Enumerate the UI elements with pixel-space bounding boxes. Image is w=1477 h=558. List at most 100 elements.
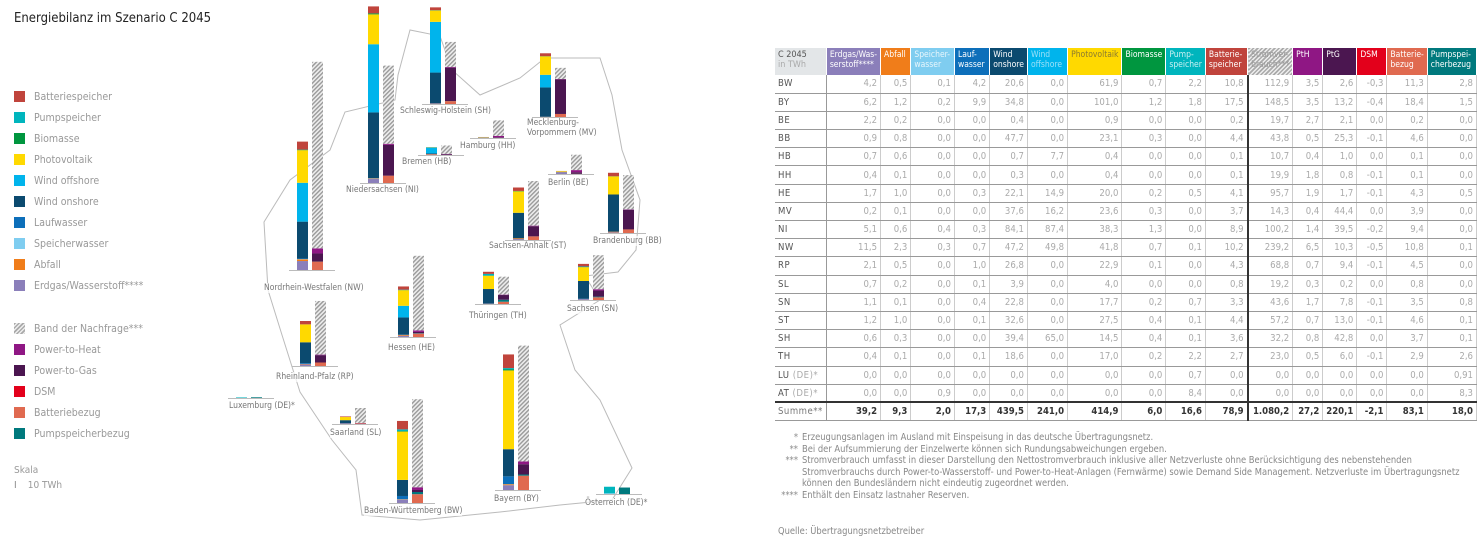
table-cell: 1,0 (954, 256, 991, 276)
region-label: Mecklenburg- Vorpommern (MV) (527, 118, 597, 138)
demand-bar-segment (383, 144, 394, 176)
table-cell: 0,0 (1121, 165, 1167, 185)
generation-bar-segment (297, 141, 308, 150)
table-cell: 0,4 (1067, 165, 1123, 185)
table-cell: 9,3 (880, 401, 912, 422)
table-cell: 0,1 (954, 347, 991, 367)
column-header-label: Pump- speicher (1169, 50, 1202, 70)
column-header-label: Stromver- brauch*** (1251, 50, 1290, 70)
generation-bar-segment (398, 305, 409, 318)
generation-bar-segment (503, 368, 514, 370)
column-header-label: Wind onshore (993, 50, 1024, 70)
row-label: SN (775, 293, 827, 312)
generation-bar-segment (608, 231, 619, 233)
table-cell: -0,1 (1356, 165, 1388, 185)
table-cell: 0,2 (880, 111, 912, 131)
row-label: SH (775, 329, 827, 349)
table-cell: 112,9 (1247, 75, 1294, 94)
row-code: HE (778, 187, 791, 199)
table-cell: 19,7 (1247, 111, 1294, 131)
demand-bar-segment (412, 494, 423, 503)
table-cell: 0,0 (1386, 366, 1428, 385)
table-cell: 17,5 (1205, 93, 1249, 112)
table-cell: 0,0 (1165, 275, 1206, 294)
column-header-label: Biomasse (1125, 50, 1163, 60)
generation-bar-segment (578, 299, 589, 300)
table-cell: 0,7 (826, 275, 882, 294)
table-cell: 0,0 (910, 129, 955, 149)
generation-bar-segment (297, 259, 308, 262)
generation-bar-segment (397, 429, 408, 432)
table-cell: 2,7 (1205, 347, 1249, 367)
row-code: NW (778, 242, 794, 254)
row-code: TH (778, 351, 791, 363)
legend-item: DSM (14, 381, 143, 402)
table-cell: 2,1 (826, 256, 882, 276)
column-header: Stromver- brauch*** (1247, 48, 1294, 75)
column-header-label: Batterie- bezug (1390, 50, 1424, 70)
table-cell: 0,7 (1121, 75, 1167, 94)
demand-bar-segment (518, 461, 529, 465)
generation-bar-segment (578, 267, 589, 281)
legend-item: Pumpspeicherbezug (14, 423, 143, 444)
scale-bar-icon: I (14, 480, 17, 491)
generation-bar-segment (503, 370, 514, 450)
table-cell: 84,1 (989, 220, 1028, 240)
table-cell: 2,2 (1165, 75, 1206, 94)
legend-swatch (14, 280, 25, 291)
table-cell: 13,2 (1322, 93, 1358, 112)
table-cell: 0,3 (880, 329, 912, 349)
generation-bar-segment (513, 187, 524, 191)
generation-bar-segment (300, 363, 311, 364)
demand-bar-segment (312, 61, 323, 249)
table-cell: 0,0 (910, 202, 955, 222)
table-cell: 3,5 (1292, 93, 1324, 112)
table-cell: 3,9 (1386, 202, 1428, 222)
table-cell: 0,0 (1027, 366, 1069, 385)
legend-item: Erdgas/Wasserstoff**** (14, 275, 143, 296)
table-cell: 2,9 (1386, 347, 1428, 367)
table-cell: 0,7 (1121, 238, 1167, 258)
generation-bar-segment (578, 263, 589, 267)
legend-item: Pumpspeicher (14, 107, 143, 128)
generation-bar-segment (430, 10, 441, 22)
table-cell: 0,0 (1205, 384, 1249, 403)
table-cell: 0,1 (1386, 147, 1428, 167)
row-code: SH (778, 333, 791, 345)
table-cell: 1,3 (1121, 220, 1167, 240)
legend-label: Wind offshore (34, 174, 100, 187)
table-cell: 4,4 (1205, 311, 1249, 331)
corner-unit: in TWh (778, 60, 807, 70)
generation-bar-segment (340, 420, 351, 424)
table-cell: 0,8 (1322, 165, 1358, 185)
column-header-label: Photovoltaik (1071, 50, 1119, 60)
table-cell: 0,0 (989, 366, 1028, 385)
demand-bar-segment (445, 41, 456, 68)
table-cell: 1,9 (1292, 184, 1324, 203)
table-cell: 0,1 (1427, 238, 1477, 258)
table-cell: 0,0 (954, 329, 991, 349)
table-cell: 0,0 (910, 165, 955, 185)
table-cell: 0,5 (880, 75, 912, 94)
column-header: PtH (1292, 48, 1324, 75)
demand-bar-segment (518, 464, 529, 475)
table-cell: 1,7 (1322, 184, 1358, 203)
table-cell: 0,0 (910, 293, 955, 312)
table-cell: 3,3 (1205, 293, 1249, 312)
table-cell: 0,0 (1165, 129, 1206, 149)
table-cell: 0,7 (954, 238, 991, 258)
table-cell: 0,4 (1121, 329, 1167, 349)
generation-bar-segment (300, 364, 311, 366)
footnote: * Erzeugungsanlagen im Ausland mit Einspe… (778, 432, 1462, 444)
table-cell: 20,0 (1067, 184, 1123, 203)
table-cell: 0,5 (1292, 129, 1324, 149)
table-cell: 42,8 (1322, 329, 1358, 349)
row-label: BY (775, 93, 827, 112)
demand-bar-segment (413, 331, 424, 334)
table-cell: 0,7 (1165, 366, 1206, 385)
table-cell: 0,0 (1322, 384, 1358, 403)
table-cell: 83,1 (1386, 401, 1428, 422)
table-cell: 1,1 (826, 293, 882, 312)
table-cell: 0,8 (1205, 275, 1249, 294)
legend-item: Batteriebezug (14, 402, 143, 423)
